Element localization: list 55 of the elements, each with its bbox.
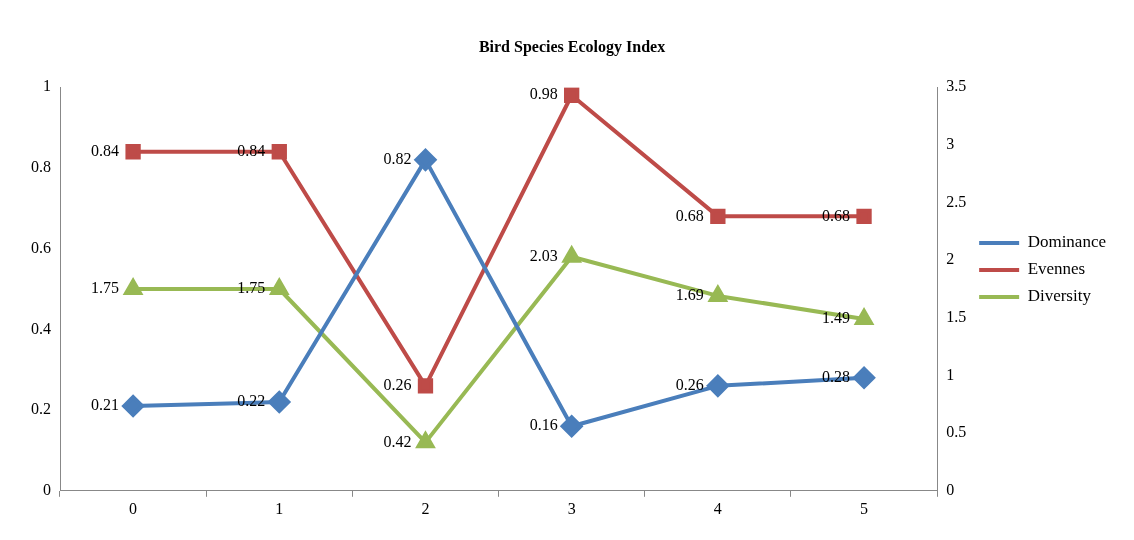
data-label: 1.69 — [675, 286, 704, 304]
y2-tick-label: 1.5 — [946, 308, 967, 326]
point — [416, 432, 435, 449]
x-tick-label: 5 — [860, 499, 869, 517]
point — [853, 366, 876, 389]
data-label: 0.84 — [91, 141, 120, 159]
chart-title: Bird Species Ecology Index — [478, 37, 666, 56]
y-tick-label: 0.6 — [31, 238, 51, 256]
data-label: 2.03 — [529, 246, 558, 264]
point — [855, 308, 873, 325]
point — [564, 87, 580, 103]
point — [122, 395, 145, 418]
y2-tick-label: 3.5 — [946, 77, 967, 95]
y2-tick-label: 2.5 — [946, 192, 967, 210]
point — [710, 208, 726, 225]
y-tick-label: 1 — [43, 77, 51, 95]
x-tick-label: 3 — [567, 499, 576, 517]
point — [708, 285, 727, 302]
y-tick-label: 0.2 — [31, 400, 51, 418]
point — [706, 374, 729, 397]
point — [268, 391, 291, 414]
legend-label: Diversity — [1027, 286, 1092, 306]
data-label: 0.84 — [237, 141, 266, 159]
point — [856, 208, 872, 225]
legend-label: Dominance — [1027, 232, 1106, 252]
point — [560, 415, 583, 438]
point — [414, 148, 437, 171]
data-label: 0.98 — [529, 85, 558, 103]
y-tick-label: 0.8 — [31, 158, 51, 176]
x-tick-label: 0 — [129, 499, 138, 517]
data-label: 0.21 — [91, 396, 120, 414]
y-tick-label: 0 — [43, 481, 51, 498]
point — [124, 279, 143, 295]
legend-label: Evennes — [1027, 259, 1086, 279]
point — [561, 244, 582, 263]
x-tick-label: 2 — [421, 499, 430, 517]
point — [271, 144, 287, 160]
data-label: 1.75 — [91, 279, 120, 297]
data-label: 0.26 — [675, 376, 704, 394]
point — [125, 144, 141, 160]
point — [270, 279, 289, 295]
data-label: 0.68 — [675, 206, 704, 224]
y2-tick-label: 2 — [946, 250, 955, 268]
y2-tick-label: 1 — [946, 365, 955, 383]
point — [417, 378, 434, 394]
y2-tick-label: 3 — [946, 135, 955, 153]
y2-tick-label: 0.5 — [946, 423, 967, 441]
y2-tick-label: 0 — [946, 481, 955, 498]
y-tick-label: 0.4 — [31, 319, 51, 337]
x-tick-label: 1 — [275, 499, 284, 517]
x-tick-label: 4 — [713, 499, 722, 517]
data-label: 0.82 — [383, 150, 412, 168]
data-label: 0.42 — [383, 432, 412, 450]
data-label: 0.26 — [383, 376, 412, 394]
data-label: 0.16 — [529, 416, 558, 434]
